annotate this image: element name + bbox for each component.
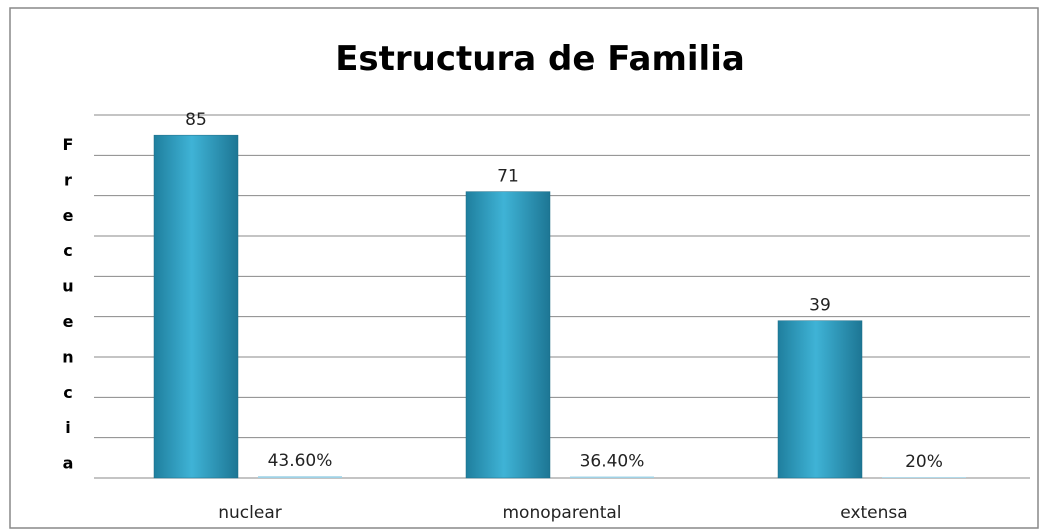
bar (153, 134, 239, 479)
data-label: 71 (497, 167, 519, 187)
data-label: 36.40% (580, 452, 645, 472)
bar (570, 476, 654, 478)
x-tick-label: nuclear (218, 503, 281, 523)
data-label: 85 (185, 110, 207, 130)
x-tick-label: monoparental (503, 503, 622, 523)
x-tick-label: extensa (840, 503, 907, 523)
bar (777, 320, 863, 479)
bar (465, 191, 551, 479)
data-label: 20% (905, 452, 943, 472)
data-label: 39 (809, 296, 831, 316)
bar (258, 476, 342, 478)
data-label: 43.60% (268, 451, 333, 471)
chart-title: Estructura de Familia (335, 39, 745, 79)
bar (882, 477, 966, 478)
